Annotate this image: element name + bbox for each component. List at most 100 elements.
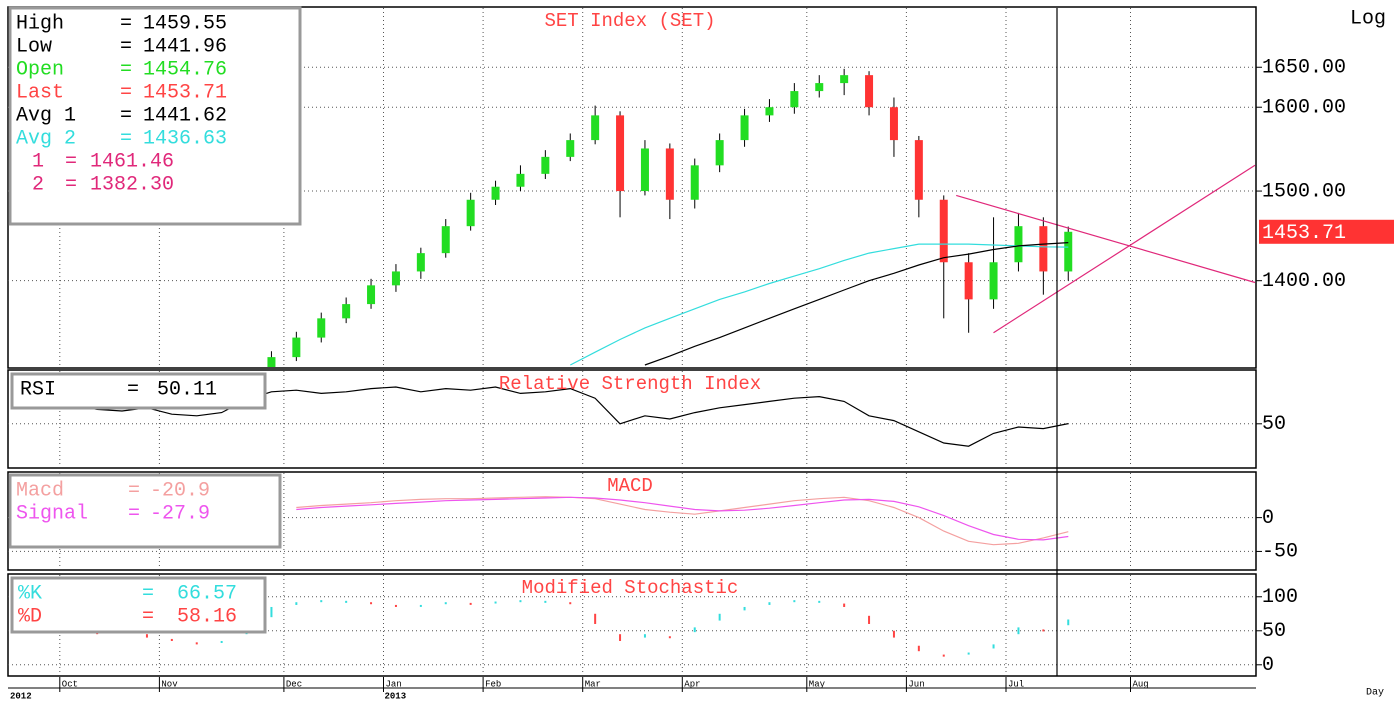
stochastic-bar bbox=[893, 631, 895, 638]
legend-separator: = bbox=[128, 502, 140, 525]
x-tick-label: Nov bbox=[161, 679, 178, 689]
legend-label: Macd bbox=[16, 479, 64, 502]
legend-label: %K bbox=[18, 582, 42, 605]
stochastic-bar bbox=[1042, 629, 1044, 631]
candle-body bbox=[741, 115, 749, 140]
candle-body bbox=[990, 262, 998, 299]
legend-value: 1461.46 bbox=[90, 150, 174, 173]
stochastic-bar bbox=[793, 600, 795, 602]
candle-body bbox=[1064, 232, 1072, 272]
legend-separator: = bbox=[120, 104, 132, 127]
candle-body bbox=[292, 338, 300, 358]
candle-body bbox=[790, 91, 798, 107]
x-tick-label: Feb bbox=[485, 679, 501, 689]
y-tick-label: 1650.00 bbox=[1262, 57, 1346, 80]
stochastic-bar bbox=[295, 602, 297, 605]
stochastic-bar bbox=[918, 646, 920, 651]
stochastic-bar bbox=[370, 602, 372, 604]
legend-value: 1454.76 bbox=[143, 58, 227, 81]
candle-body bbox=[417, 253, 425, 271]
stochastic-bar bbox=[569, 602, 571, 604]
y-tick-label: 50 bbox=[1262, 413, 1286, 436]
y-tick-label: 0 bbox=[1262, 507, 1274, 530]
legend-label: Avg 1 bbox=[16, 104, 76, 127]
legend-value: 1436.63 bbox=[143, 127, 227, 150]
candle-body bbox=[317, 318, 325, 337]
stochastic-bar bbox=[420, 605, 422, 607]
stochastic-bar bbox=[445, 602, 447, 604]
candle-body bbox=[890, 107, 898, 140]
x-tick-label: Jul bbox=[1008, 679, 1024, 689]
y-tick-label: -50 bbox=[1262, 541, 1298, 564]
candle-body bbox=[641, 148, 649, 191]
chart: 1400.001500.001600.001650.00SET Index (S… bbox=[0, 0, 1398, 702]
stochastic-bar bbox=[146, 634, 148, 637]
legend-label: 2 bbox=[32, 173, 44, 196]
stochastic-bar bbox=[320, 600, 322, 602]
legend-separator: = bbox=[120, 58, 132, 81]
legend-separator: = bbox=[142, 582, 154, 605]
candle-body bbox=[467, 200, 475, 226]
candle-body bbox=[691, 165, 699, 199]
legend-label: Low bbox=[16, 35, 52, 58]
x-tick-label: Oct bbox=[62, 679, 78, 689]
legend-separator: = bbox=[120, 35, 132, 58]
x-axis-title: Day bbox=[1366, 688, 1384, 699]
legend-value: 1382.30 bbox=[90, 173, 174, 196]
stochastic-bar bbox=[868, 616, 870, 624]
legend-separator: = bbox=[65, 173, 77, 196]
legend-value: 66.57 bbox=[177, 582, 237, 605]
legend-value: 1453.71 bbox=[143, 81, 227, 104]
candle-body bbox=[840, 75, 848, 83]
y-tick-label: 100 bbox=[1262, 586, 1298, 609]
stochastic-bar bbox=[519, 600, 521, 602]
stochastic-bar bbox=[270, 607, 272, 617]
stochastic-bar bbox=[395, 605, 397, 607]
stochastic-bar bbox=[644, 634, 646, 637]
legend-label: %D bbox=[18, 605, 42, 628]
legend-label: High bbox=[16, 12, 64, 35]
candle-body bbox=[566, 140, 574, 157]
stochastic-bar bbox=[171, 639, 173, 641]
legend-value: 1441.62 bbox=[143, 104, 227, 127]
stochastic-bar bbox=[345, 601, 347, 603]
y-tick-label: 1400.00 bbox=[1262, 270, 1346, 293]
legend-separator: = bbox=[142, 605, 154, 628]
stochastic-bar bbox=[196, 642, 198, 644]
legend-separator: = bbox=[127, 378, 139, 401]
candle-body bbox=[342, 304, 350, 318]
y-tick-label: 0 bbox=[1262, 654, 1274, 677]
candle-body bbox=[492, 187, 500, 200]
year-label: 2012 bbox=[10, 691, 32, 701]
legend-value: 1441.96 bbox=[143, 35, 227, 58]
stochastic-bar bbox=[768, 602, 770, 605]
legend-label: Signal bbox=[16, 502, 88, 525]
stochastic-bar bbox=[619, 634, 621, 641]
candle-body bbox=[516, 174, 524, 187]
candle-body bbox=[591, 115, 599, 140]
legend-separator: = bbox=[120, 127, 132, 150]
candle-body bbox=[915, 140, 923, 200]
x-tick-label: Apr bbox=[684, 679, 700, 689]
x-tick-label: Jan bbox=[386, 679, 402, 689]
stochastic-bar bbox=[669, 636, 671, 638]
scale-label: Log bbox=[1350, 7, 1386, 30]
legend-label: Last bbox=[16, 81, 64, 104]
stochastic-bar bbox=[843, 604, 845, 607]
candle-body bbox=[815, 83, 823, 91]
candle-body bbox=[765, 107, 773, 115]
legend-label: RSI bbox=[20, 378, 56, 401]
candle-body bbox=[367, 285, 375, 304]
candle-body bbox=[940, 200, 948, 263]
stochastic-bar bbox=[943, 655, 945, 657]
legend-value: 50.11 bbox=[157, 378, 217, 401]
stochastic-bar bbox=[818, 601, 820, 603]
legend-label: Avg 2 bbox=[16, 127, 76, 150]
legend-label: 1 bbox=[32, 150, 44, 173]
stochastic-bar bbox=[470, 603, 472, 605]
stochastic-bar bbox=[694, 627, 696, 632]
stochastic-bar bbox=[1017, 627, 1019, 634]
y-tick-label: 50 bbox=[1262, 620, 1286, 643]
x-tick-label: Jun bbox=[908, 679, 924, 689]
candle-body bbox=[666, 148, 674, 199]
